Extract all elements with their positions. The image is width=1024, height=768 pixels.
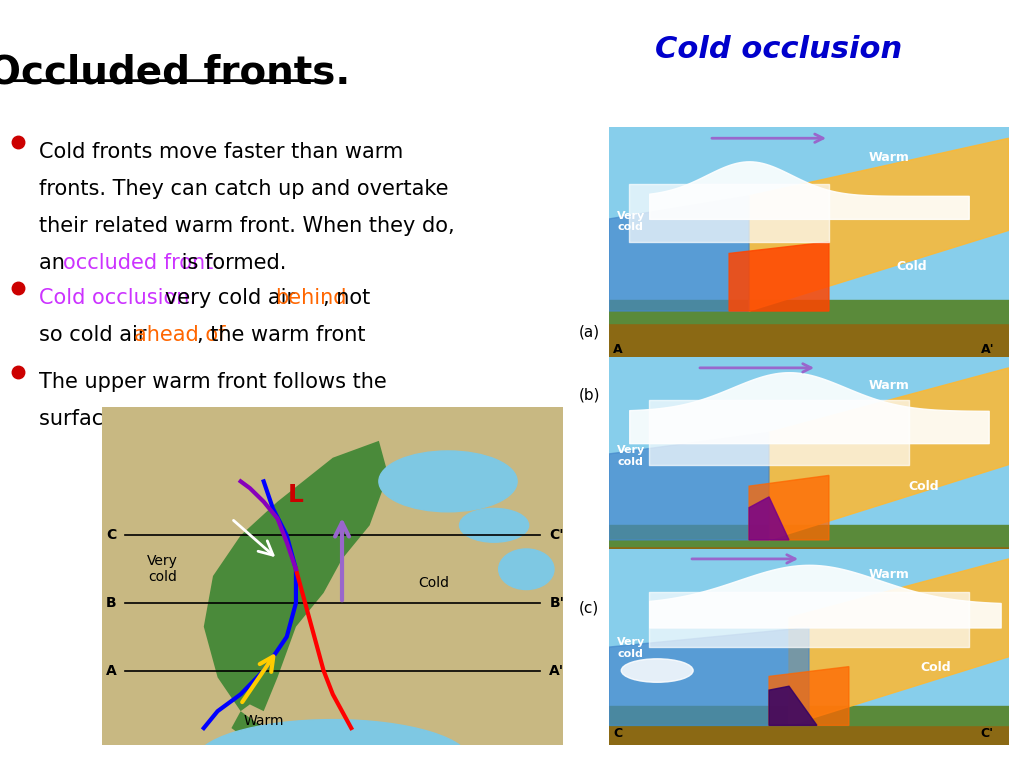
Bar xyxy=(609,127,1009,311)
Polygon shape xyxy=(749,138,1009,311)
Text: so cold air: so cold air xyxy=(39,325,153,345)
Text: L: L xyxy=(288,483,304,507)
Text: their related warm front. When they do,: their related warm front. When they do, xyxy=(39,216,455,236)
Text: C': C' xyxy=(981,727,994,740)
Bar xyxy=(609,306,1009,357)
Bar xyxy=(609,706,1009,725)
Polygon shape xyxy=(729,242,829,311)
Text: C: C xyxy=(105,528,117,542)
Text: , the warm front: , the warm front xyxy=(197,325,366,345)
Text: C: C xyxy=(613,727,623,740)
Text: Cold occlusion:: Cold occlusion: xyxy=(39,288,203,308)
Bar xyxy=(609,300,1009,323)
Text: A': A' xyxy=(550,664,564,677)
Text: Initial occlusion: Initial occlusion xyxy=(734,589,820,599)
Text: Very
cold: Very cold xyxy=(617,637,645,659)
FancyArrowPatch shape xyxy=(692,554,795,563)
Text: fronts. They can catch up and overtake: fronts. They can catch up and overtake xyxy=(39,179,449,199)
FancyArrowPatch shape xyxy=(233,521,273,555)
Text: A': A' xyxy=(981,343,994,356)
Text: Cold: Cold xyxy=(897,260,928,273)
Text: behind: behind xyxy=(275,288,347,308)
Text: Cold: Cold xyxy=(921,660,951,674)
Text: is formed.: is formed. xyxy=(175,253,286,273)
FancyArrowPatch shape xyxy=(335,522,349,601)
Text: an: an xyxy=(39,253,72,273)
Text: B': B' xyxy=(981,558,994,571)
Polygon shape xyxy=(769,368,1009,540)
FancyArrowPatch shape xyxy=(712,134,823,142)
Text: (a): (a) xyxy=(579,325,600,340)
Text: Cold: Cold xyxy=(909,481,939,494)
Polygon shape xyxy=(769,687,817,725)
FancyArrowPatch shape xyxy=(243,657,273,702)
Ellipse shape xyxy=(379,451,517,511)
Text: B': B' xyxy=(550,596,564,610)
Text: B: B xyxy=(105,596,117,610)
Text: Very
cold: Very cold xyxy=(146,554,178,584)
Text: , not: , not xyxy=(323,288,370,308)
Polygon shape xyxy=(609,432,769,540)
Text: Very
cold: Very cold xyxy=(617,210,645,233)
Ellipse shape xyxy=(460,508,528,542)
Text: Cold occlusion: Cold occlusion xyxy=(654,35,902,64)
Polygon shape xyxy=(769,667,849,725)
Polygon shape xyxy=(749,475,829,540)
Polygon shape xyxy=(609,627,809,725)
Bar xyxy=(609,529,1009,572)
PathPatch shape xyxy=(204,441,388,735)
Text: Warm: Warm xyxy=(868,379,909,392)
Polygon shape xyxy=(788,559,1009,725)
Text: A: A xyxy=(105,664,117,677)
Ellipse shape xyxy=(195,720,471,768)
Text: ahead of: ahead of xyxy=(133,325,225,345)
Text: very cold air: very cold air xyxy=(165,288,302,308)
Ellipse shape xyxy=(622,659,693,682)
Bar xyxy=(609,357,1009,540)
Bar xyxy=(609,525,1009,546)
Text: Very
cold: Very cold xyxy=(617,445,645,467)
Text: B: B xyxy=(613,558,623,571)
Polygon shape xyxy=(749,497,788,540)
Polygon shape xyxy=(609,196,749,311)
Text: Occluded fronts.: Occluded fronts. xyxy=(0,54,350,91)
Ellipse shape xyxy=(499,549,554,590)
Text: Cold: Cold xyxy=(419,576,450,590)
Text: C': C' xyxy=(550,528,564,542)
Text: Cold fronts move faster than warm: Cold fronts move faster than warm xyxy=(39,142,403,162)
Text: Warm: Warm xyxy=(868,151,909,164)
Text: Warm: Warm xyxy=(244,714,284,728)
FancyArrowPatch shape xyxy=(700,364,811,372)
Bar xyxy=(609,710,1009,745)
Text: The upper warm front follows the: The upper warm front follows the xyxy=(39,372,387,392)
Text: surface occluded front: surface occluded front xyxy=(39,409,273,429)
Text: occluded front: occluded front xyxy=(62,253,213,273)
Text: Warm: Warm xyxy=(868,568,909,581)
Text: (c): (c) xyxy=(579,601,599,616)
Text: A: A xyxy=(613,343,623,356)
Text: (b): (b) xyxy=(579,388,600,403)
